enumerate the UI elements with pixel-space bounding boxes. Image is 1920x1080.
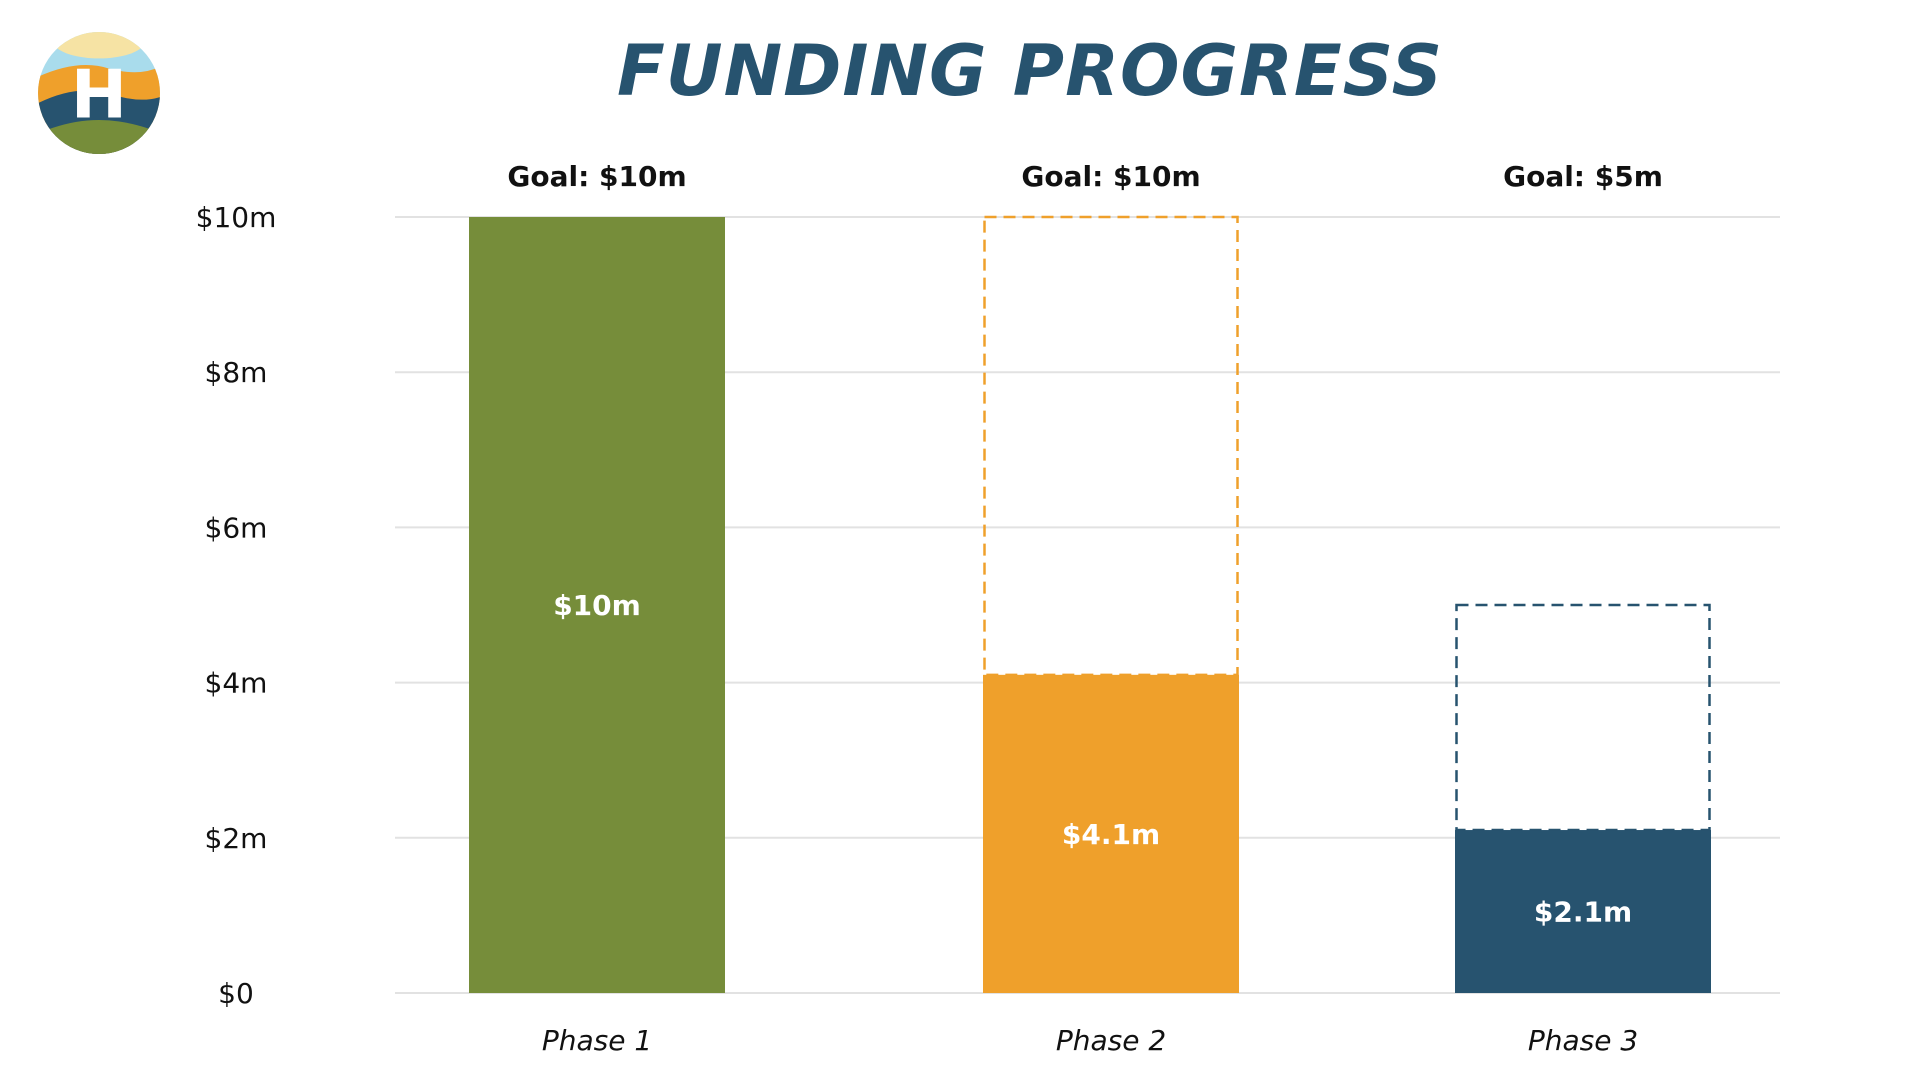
bar-phase-1 [469, 217, 725, 993]
bar-phase-2 [983, 674, 1239, 993]
goal-label: Goal: $10m [507, 160, 686, 193]
h-landscape-logo-icon: H [38, 32, 160, 154]
y-tick-label: $8m [205, 356, 268, 389]
y-tick-label: $0 [218, 977, 254, 1010]
category-label: Phase 2 [1056, 1024, 1166, 1057]
bar-phase-3 [1455, 830, 1711, 993]
chart-title: FUNDING PROGRESS [616, 30, 1444, 112]
goal-outline [983, 215, 1239, 677]
value-label: $4.1m [1062, 818, 1160, 851]
y-tick-label: $10m [196, 201, 277, 234]
goal-outline [1455, 603, 1711, 832]
y-tick-label: $6m [205, 511, 268, 544]
y-tick-label: $4m [205, 667, 268, 700]
goal-outlines [983, 215, 1711, 832]
bars [469, 217, 1711, 993]
bar-labels: $10m Goal: $10m Phase 1 $4.1m Goal: $10m Phas… [507, 160, 1663, 1057]
goal-label: Goal: $10m [1021, 160, 1200, 193]
y-tick-label: $2m [205, 822, 268, 855]
category-label: Phase 1 [542, 1024, 652, 1057]
goal-label: Goal: $5m [1503, 160, 1663, 193]
value-label: $10m [553, 589, 641, 622]
y-axis-ticks: $0 $2m $4m $6m $8m $10m [196, 201, 277, 1010]
logo-letter: H [71, 55, 127, 133]
value-label: $2.1m [1534, 896, 1632, 929]
category-label: Phase 3 [1528, 1024, 1638, 1057]
